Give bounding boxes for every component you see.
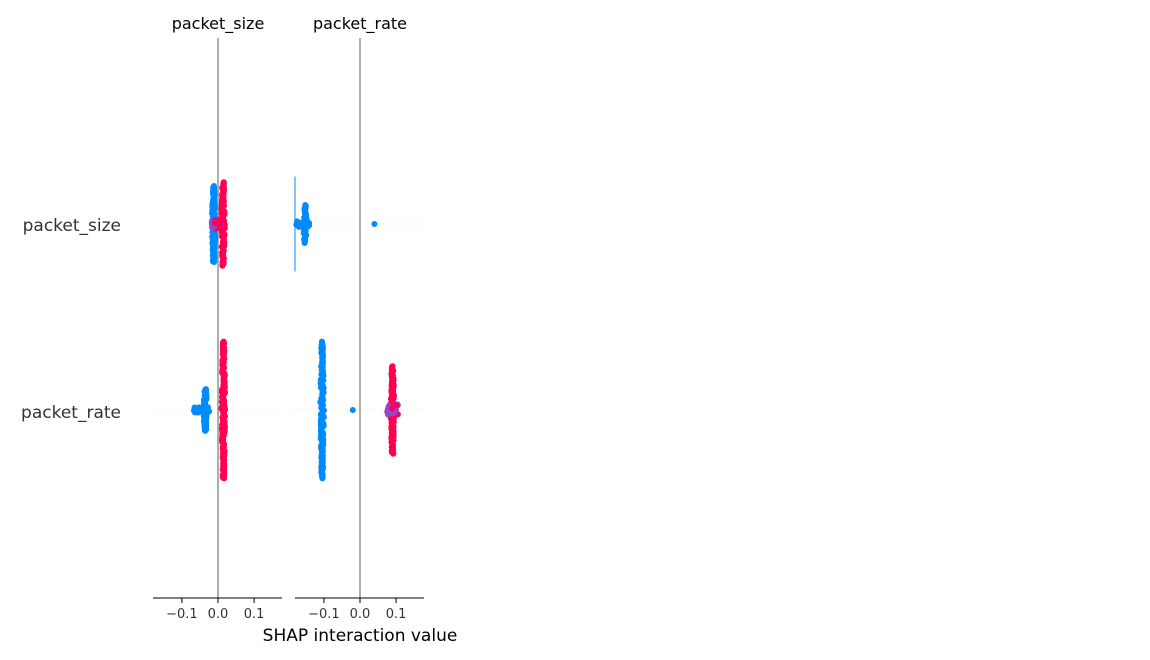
row-label-packet-rate: packet_rate bbox=[21, 403, 121, 423]
data-point bbox=[393, 402, 400, 409]
data-point bbox=[200, 409, 207, 416]
data-point bbox=[202, 427, 209, 434]
panel-packet-rate: packet_rate −0.1 0.0 0.1 bbox=[293, 14, 424, 622]
x-tick-label: 0.0 bbox=[350, 607, 371, 622]
data-point bbox=[194, 406, 201, 413]
x-tick-label: 0.1 bbox=[244, 607, 265, 622]
data-point bbox=[389, 405, 396, 412]
panel-title: packet_size bbox=[172, 14, 265, 34]
data-point bbox=[300, 220, 307, 227]
x-tick-label: 0.0 bbox=[208, 607, 229, 622]
data-point bbox=[216, 217, 223, 224]
panel-packet-size: packet_size −0.1 0.0 0.1 bbox=[153, 14, 282, 622]
data-point bbox=[293, 221, 300, 228]
data-point-outlier bbox=[371, 221, 378, 227]
x-tick-label: −0.1 bbox=[166, 607, 198, 622]
data-point bbox=[219, 262, 226, 269]
points-packet-size bbox=[208, 179, 228, 269]
data-point bbox=[390, 450, 397, 457]
points-packet-rate bbox=[190, 338, 229, 482]
data-point bbox=[211, 220, 218, 227]
data-point bbox=[204, 404, 211, 411]
row-labels: packet_size packet_rate bbox=[21, 216, 121, 423]
x-tick-label: −0.1 bbox=[308, 607, 340, 622]
data-point bbox=[301, 240, 308, 246]
panel-title: packet_rate bbox=[313, 14, 407, 34]
data-point-outlier bbox=[349, 407, 356, 413]
panels: packet_size −0.1 0.0 0.1 packet_rate −0.1 0.0 0… bbox=[153, 14, 424, 622]
data-point bbox=[209, 225, 216, 232]
x-tick-label: 0.1 bbox=[386, 607, 407, 622]
data-point bbox=[221, 475, 228, 482]
data-point bbox=[319, 475, 326, 482]
row-label-packet-size: packet_size bbox=[23, 216, 121, 236]
points-packet-size bbox=[293, 176, 378, 272]
data-point bbox=[217, 223, 224, 230]
x-axis-label: SHAP interaction value bbox=[263, 626, 458, 646]
points-packet-rate bbox=[317, 338, 401, 482]
data-point bbox=[211, 259, 218, 265]
